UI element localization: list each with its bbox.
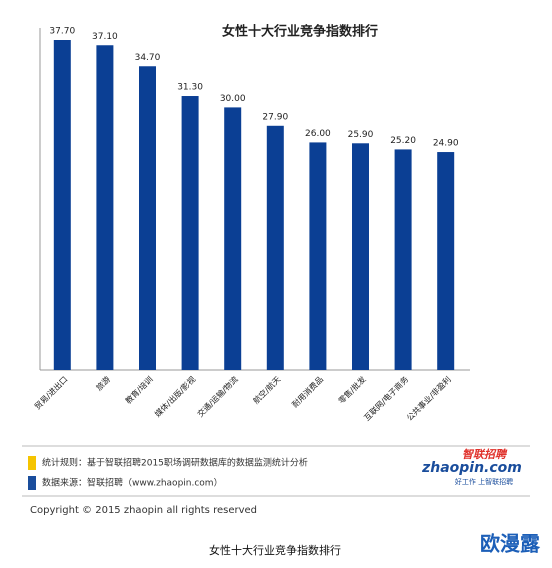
x-tick-label: 贸易/进出口: [32, 374, 69, 411]
logo-site: zhaopin.com: [421, 460, 522, 476]
note: 统计规则：基于智联招聘2015职场调研数据库的数据监测统计分析: [42, 457, 308, 469]
bar: [96, 45, 114, 371]
x-tick-label: 媒体/出版/影视: [152, 374, 197, 419]
value-label: 31.30: [177, 83, 203, 93]
caption: 女性十大行业竞争指数排行: [209, 543, 341, 557]
bar: [224, 107, 242, 371]
value-label: 25.90: [348, 130, 374, 140]
x-tick-label: 互联网/电子商务: [362, 374, 411, 423]
bar: [139, 66, 156, 370]
value-label: 34.70: [135, 53, 161, 63]
x-tick-label: 公共事业/非盈利: [404, 374, 453, 423]
bar: [437, 152, 455, 370]
chart-title: 女性十大行业竞争指数排行: [222, 24, 378, 40]
note: 数据来源：智联招聘（www.zhaopin.com）: [42, 477, 223, 489]
value-label: 26.00: [305, 129, 331, 139]
value-label: 37.70: [49, 27, 75, 37]
x-tick-label: 航空/航天: [251, 374, 283, 406]
x-tick-label: 教育/培训: [123, 374, 155, 406]
bar: [266, 125, 284, 370]
value-label: 30.00: [220, 94, 246, 104]
logo-slogan: 好工作 上智联招聘: [455, 477, 513, 486]
bar: [309, 142, 327, 370]
x-tick-label: 零售/批发: [336, 374, 368, 406]
value-label: 27.90: [262, 112, 288, 122]
x-tick-label: 旅游: [94, 374, 112, 392]
value-label: 24.90: [433, 139, 459, 149]
note-marker: [28, 476, 36, 490]
x-tick-label: 交通/运输/物流: [195, 374, 240, 419]
value-label: 37.10: [92, 32, 118, 42]
logo-name: 智联招聘: [462, 448, 508, 461]
note-marker: [28, 456, 36, 470]
copyright: Copyright © 2015 zhaopin all rights rese…: [30, 505, 257, 516]
bar: [394, 149, 412, 370]
x-tick-label: 耐用消费品: [290, 374, 325, 409]
bar: [53, 40, 71, 370]
watermark: 欧漫露: [480, 532, 541, 556]
bar: [181, 96, 199, 371]
bar: [352, 143, 369, 370]
value-label: 25.20: [390, 136, 416, 146]
